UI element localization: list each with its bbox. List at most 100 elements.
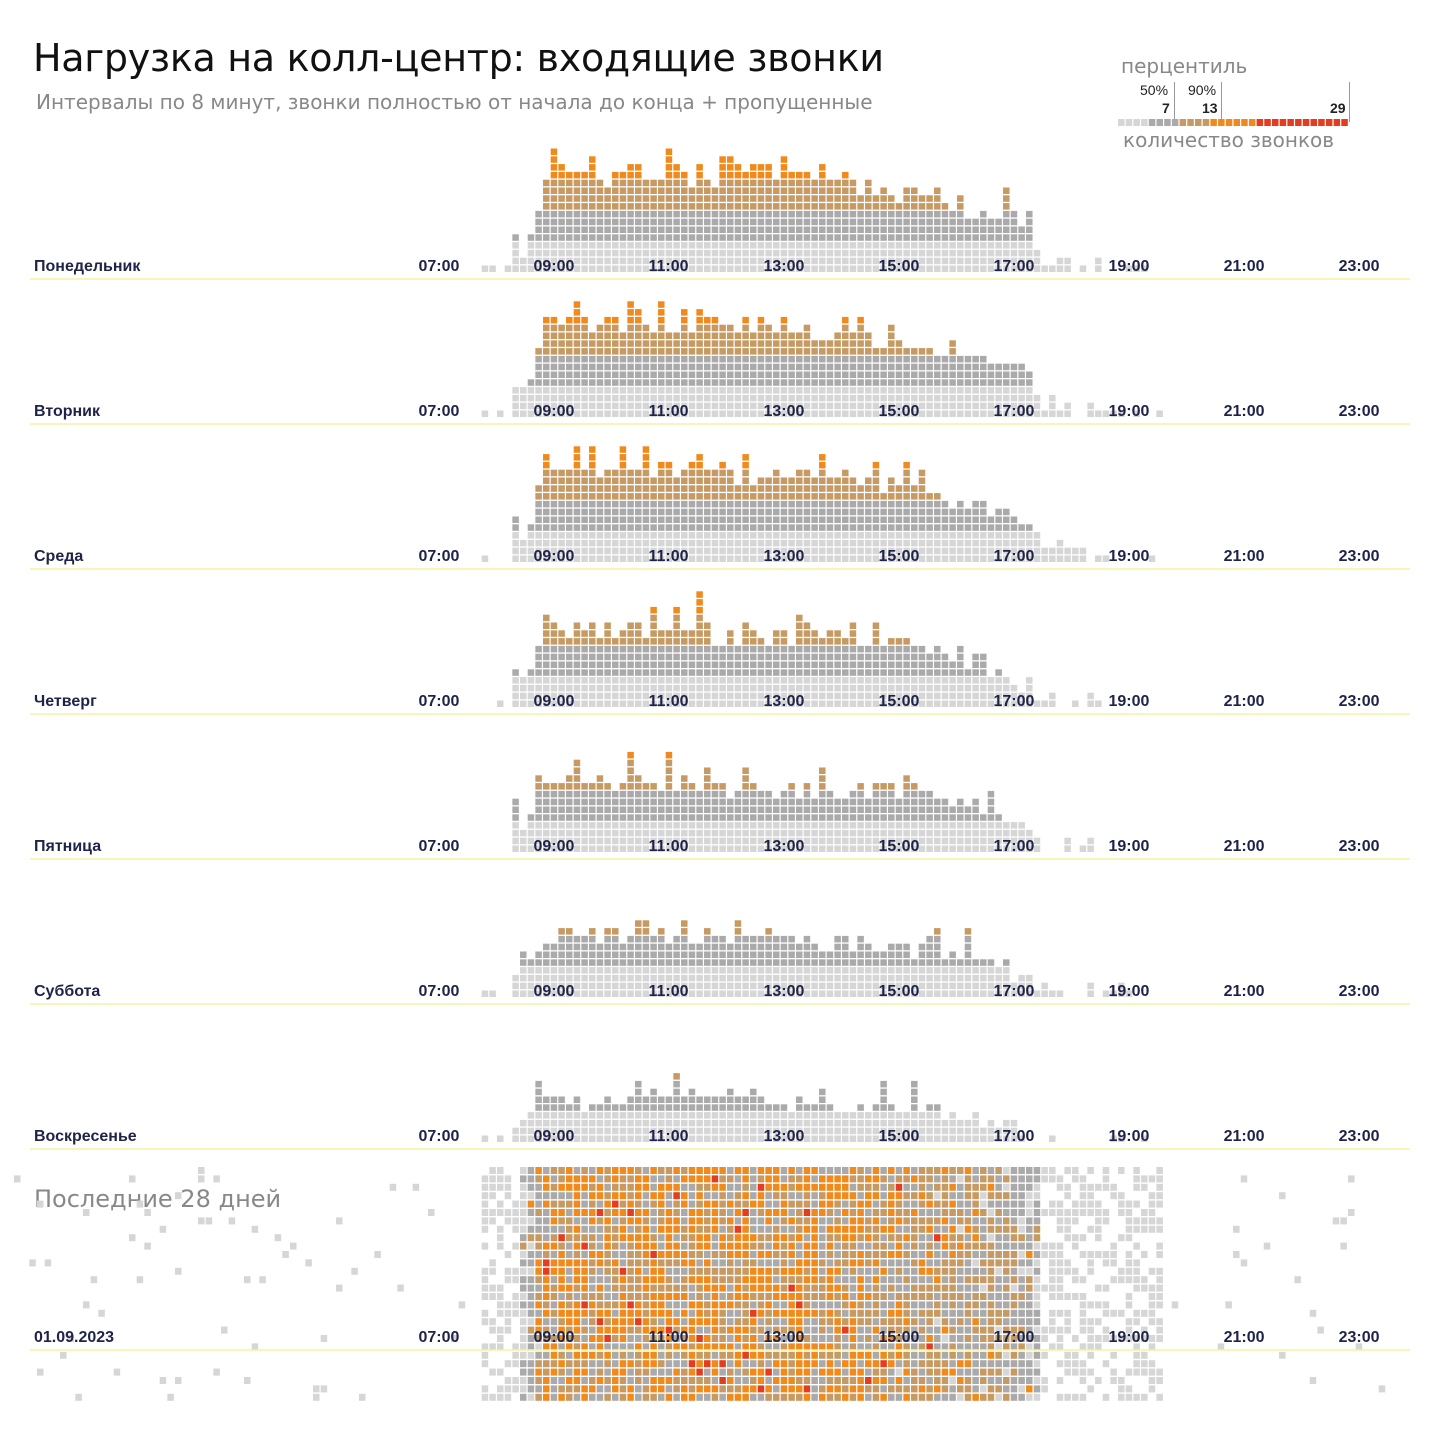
heatmap-cell <box>543 257 550 265</box>
heatmap-cell <box>512 822 519 829</box>
heatmap-cell <box>512 516 519 523</box>
hour-tick-label: 21:00 <box>1224 258 1265 275</box>
heatmap-cell <box>642 814 650 821</box>
heatmap-cell <box>857 783 864 790</box>
daily-cell <box>972 1183 979 1191</box>
daily-cell <box>704 1209 711 1216</box>
heatmap-cell <box>658 951 665 958</box>
heatmap-cell <box>612 469 619 477</box>
heatmap-cell <box>727 387 734 394</box>
heatmap-cell <box>872 485 880 492</box>
heatmap-cell <box>757 1096 765 1103</box>
heatmap-cell <box>635 500 642 508</box>
daily-cell <box>803 1209 811 1216</box>
daily-cell <box>581 1167 588 1174</box>
heatmap-cell <box>704 402 711 410</box>
heatmap-cell <box>711 195 719 202</box>
heatmap-cell <box>688 387 696 394</box>
heatmap-cell <box>811 379 818 386</box>
heatmap-cell <box>619 371 627 378</box>
heatmap-cell <box>1018 379 1025 386</box>
heatmap-cell <box>842 951 849 958</box>
heatmap-cell <box>673 1080 680 1088</box>
heatmap-cell <box>619 684 627 692</box>
heatmap-cell <box>849 974 857 982</box>
heatmap-cell <box>642 990 650 997</box>
heatmap-cell <box>903 532 910 539</box>
heatmap-cell <box>665 187 673 194</box>
heatmap-cell <box>566 316 573 324</box>
heatmap-cell <box>880 822 887 829</box>
heatmap-cell <box>704 242 711 249</box>
heatmap-cell <box>972 547 979 555</box>
heatmap-cell <box>842 1135 849 1142</box>
heatmap-cell <box>734 1135 742 1142</box>
heatmap-cell <box>842 524 849 531</box>
heatmap-cell <box>642 837 650 845</box>
heatmap-cell <box>650 645 657 653</box>
heatmap-cell <box>650 218 657 226</box>
heatmap-cell <box>796 669 803 676</box>
heatmap-cell <box>696 692 703 700</box>
heatmap-cell <box>650 226 657 233</box>
heatmap-cell <box>941 363 949 371</box>
daily-cell <box>635 1175 642 1183</box>
daily-cell <box>941 1217 949 1225</box>
heatmap-cell <box>980 218 987 226</box>
heatmap-cell <box>918 837 926 845</box>
heatmap-cell <box>543 677 550 684</box>
heatmap-cell <box>834 363 841 371</box>
heatmap-cell <box>673 164 680 171</box>
heatmap-cell <box>658 1135 665 1142</box>
heatmap-cell <box>696 622 703 629</box>
heatmap-cell <box>857 363 864 371</box>
heatmap-cell <box>635 539 642 547</box>
heatmap-cell <box>566 677 573 684</box>
heatmap-cell <box>987 257 995 265</box>
heatmap-cell <box>826 402 834 410</box>
hour-tick-label: 13:00 <box>764 548 805 565</box>
heatmap-cell <box>527 814 535 821</box>
heatmap-cell <box>949 822 956 829</box>
heatmap-cell <box>619 477 627 484</box>
heatmap-cell <box>934 974 941 982</box>
daily-cell <box>987 1175 995 1183</box>
heatmap-cell <box>903 195 910 202</box>
heatmap-cell <box>872 982 880 990</box>
daily-cell <box>1072 1217 1079 1225</box>
heatmap-cell <box>581 493 588 500</box>
heatmap-cell <box>665 638 673 645</box>
heatmap-cell <box>719 967 726 974</box>
heatmap-cell <box>727 951 734 958</box>
daily-cell <box>412 1183 420 1191</box>
heatmap-cell <box>612 371 619 378</box>
heatmap-cell <box>589 1104 596 1111</box>
legend-swatch <box>1248 119 1256 126</box>
heatmap-cell <box>742 967 749 974</box>
heatmap-cell <box>673 187 680 194</box>
heatmap-cell <box>941 500 949 508</box>
heatmap-cell <box>596 524 604 531</box>
heatmap-cell <box>742 943 749 951</box>
heatmap-cell <box>589 363 596 371</box>
daily-cell <box>581 1209 588 1216</box>
heatmap-cell <box>934 371 941 378</box>
hour-tick-label: 21:00 <box>1224 403 1265 420</box>
heatmap-cell <box>612 410 619 417</box>
heatmap-cell <box>819 171 826 179</box>
heatmap-cell <box>865 218 872 226</box>
heatmap-cell <box>934 379 941 386</box>
heatmap-cell <box>566 171 573 179</box>
heatmap-cell <box>566 469 573 477</box>
heatmap-cell <box>619 967 627 974</box>
heatmap-cell <box>757 837 765 845</box>
heatmap-cell <box>550 242 558 249</box>
color-legend: перцентиль 50% 7 90% 13 29 количество зв… <box>1110 52 1360 157</box>
heatmap-cell <box>596 265 604 272</box>
heatmap-cell <box>964 265 972 272</box>
heatmap-cell <box>673 845 680 852</box>
heatmap-cell <box>849 532 857 539</box>
heatmap-cell <box>819 226 826 233</box>
heatmap-cell <box>819 1135 826 1142</box>
heatmap-cell <box>535 500 542 508</box>
